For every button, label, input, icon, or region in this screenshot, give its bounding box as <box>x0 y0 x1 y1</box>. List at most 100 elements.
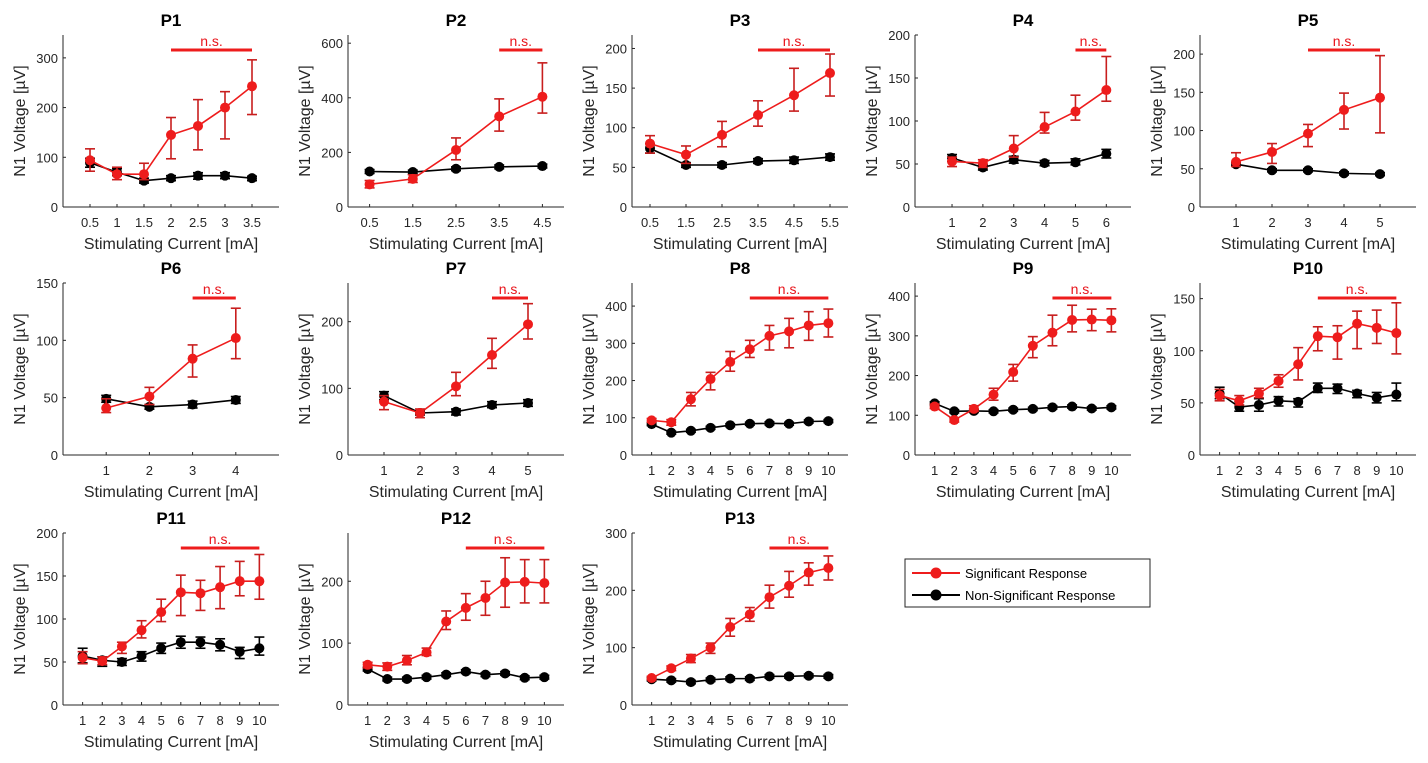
data-point <box>401 674 412 685</box>
data-point <box>685 677 696 688</box>
data-point <box>460 666 471 677</box>
y-tick-label: 0 <box>51 448 58 463</box>
y-axis-label: N1 Voltage [µV] <box>12 563 29 675</box>
data-point <box>681 149 691 160</box>
data-point <box>1067 314 1078 325</box>
panel-p8: 0 100 200 300 400 1 2 3 4 5 6 7 8 9 10 P8 Stimulating Cu… <box>581 259 848 501</box>
data-point <box>949 406 960 417</box>
x-tick-label: 4 <box>488 463 495 478</box>
y-tick-label: 0 <box>336 200 343 215</box>
x-tick-label: 3 <box>970 463 977 478</box>
data-point <box>116 657 127 667</box>
data-point <box>136 650 147 661</box>
x-tick-label: 5.5 <box>821 215 839 230</box>
series-significant <box>1214 302 1402 406</box>
x-axis-label: Stimulating Current [mA] <box>653 236 827 253</box>
data-point <box>1312 331 1323 342</box>
y-tick-label: 0 <box>620 448 627 463</box>
data-point <box>1008 404 1019 415</box>
y-tick-label: 0 <box>336 448 343 463</box>
ns-label: n.s. <box>510 33 533 49</box>
series-significant <box>77 553 265 667</box>
data-point <box>1047 402 1058 413</box>
y-tick-label: 100 <box>36 150 58 165</box>
x-tick-label: 1.5 <box>404 215 422 230</box>
x-tick-label: 3 <box>687 713 694 728</box>
data-point <box>681 159 691 170</box>
x-tick-label: 1 <box>103 463 110 478</box>
x-axis-label: Stimulating Current [mA] <box>1221 236 1395 253</box>
y-tick-label: 300 <box>605 526 627 541</box>
data-point <box>949 415 960 426</box>
data-point <box>1332 383 1343 394</box>
data-point <box>1008 366 1019 377</box>
panel-p4: 0 50 100 150 200 1 2 3 4 5 6 P4 Stimulating Current … <box>864 11 1131 253</box>
x-tick-label: 2 <box>416 463 423 478</box>
data-point <box>187 353 198 364</box>
data-point <box>441 669 452 680</box>
data-point <box>784 671 795 682</box>
x-tick-label: 7 <box>1334 463 1341 478</box>
x-tick-label: 3 <box>118 713 125 728</box>
x-axis-label: Stimulating Current [mA] <box>84 236 258 253</box>
y-tick-label: 0 <box>51 698 58 713</box>
x-tick-label: 1.5 <box>677 215 695 230</box>
data-point <box>97 656 108 667</box>
ns-label: n.s. <box>1333 33 1356 49</box>
panel-p10: 0 50 100 150 1 2 3 4 5 6 7 8 9 10 P10 Stimulating Curre… <box>1149 259 1416 501</box>
data-point <box>382 674 393 685</box>
legend-box <box>904 558 1151 608</box>
panel-title: P3 <box>730 11 751 30</box>
data-point <box>156 607 167 618</box>
ns-label: n.s. <box>200 33 223 49</box>
data-point <box>823 416 834 427</box>
data-point <box>195 588 206 599</box>
y-tick-label: 100 <box>605 641 627 656</box>
x-tick-label: 1 <box>364 713 371 728</box>
data-point <box>705 642 716 653</box>
y-tick-label: 200 <box>605 583 627 598</box>
panel-p9: 0 100 200 300 400 1 2 3 4 5 6 7 8 9 10 P9 Stimulating Cu… <box>864 259 1131 501</box>
series-nonsignificant <box>364 161 548 178</box>
data-point <box>646 415 657 426</box>
x-tick-label: 1 <box>948 215 955 230</box>
series-line <box>649 72 831 156</box>
data-point <box>1027 403 1038 414</box>
x-tick-label: 10 <box>537 713 551 728</box>
data-point <box>717 129 727 140</box>
data-point <box>784 580 795 591</box>
data-point <box>1008 143 1019 154</box>
data-point <box>1303 165 1313 176</box>
x-tick-label: 4 <box>423 713 430 728</box>
x-tick-label: 10 <box>821 463 835 478</box>
data-point <box>166 173 176 184</box>
data-point <box>1371 322 1382 333</box>
data-point <box>220 102 230 113</box>
data-point <box>1267 165 1277 176</box>
x-tick-label: 10 <box>1389 463 1403 478</box>
data-point <box>230 394 241 405</box>
x-axis-label: Stimulating Current [mA] <box>369 236 543 253</box>
y-tick-label: 100 <box>36 612 58 627</box>
data-point <box>1101 148 1112 159</box>
data-point <box>705 674 716 685</box>
x-tick-label: 7 <box>1049 463 1056 478</box>
data-point <box>451 144 461 155</box>
x-tick-label: 6 <box>746 713 753 728</box>
x-tick-label: 5 <box>158 713 165 728</box>
x-tick-label: 3 <box>452 463 459 478</box>
data-point <box>500 577 511 588</box>
x-tick-label: 6 <box>1103 215 1110 230</box>
data-point <box>823 562 834 573</box>
legend: Significant Response Non-Significant Res… <box>904 558 1151 608</box>
x-axis-label: Stimulating Current [mA] <box>653 734 827 751</box>
x-tick-label: 6 <box>746 463 753 478</box>
panel-title: P5 <box>1298 11 1319 30</box>
data-point <box>988 406 999 417</box>
data-point <box>1067 401 1078 412</box>
data-point <box>460 602 471 613</box>
data-point <box>1039 158 1050 169</box>
data-point <box>1039 122 1050 133</box>
data-point <box>784 326 795 337</box>
